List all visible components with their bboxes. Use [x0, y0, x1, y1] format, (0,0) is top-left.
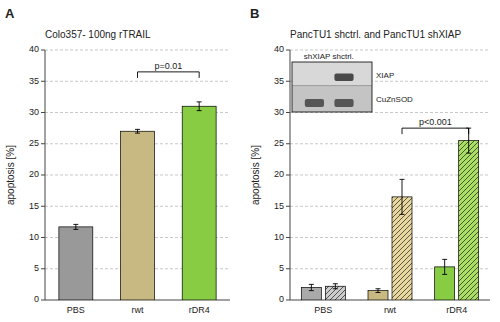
blot-row: [292, 87, 372, 112]
title: PancTU1 shctrl. and PancTU1 shXIAP: [290, 29, 462, 40]
y-axis: [290, 50, 291, 300]
error-bar: [197, 102, 202, 111]
tick-mark: [41, 206, 45, 207]
tick-mark: [41, 143, 45, 144]
tick-label: 15: [29, 201, 39, 211]
tick-mark: [286, 112, 290, 113]
blot-band: [334, 74, 353, 82]
tick-mark: [286, 237, 290, 238]
tick-label: 10: [274, 232, 284, 242]
panel: 0 5 10 15 20 25 30 35 40 apoptosis [%] PBS rwt rDR4 p…: [5, 6, 230, 315]
tick-label: 25: [29, 138, 39, 148]
category-label: rwt: [132, 305, 144, 315]
bar: [121, 131, 155, 300]
tick-label: 35: [274, 76, 284, 86]
blot-band: [305, 99, 324, 107]
category-label: PBS: [314, 305, 332, 315]
y-axis: [45, 50, 46, 300]
tick-label: 40: [29, 44, 39, 54]
grid-line: [290, 50, 490, 51]
blot-row: [292, 62, 372, 86]
blot-inset: XIAP CuZnSOD shXIAP shctrl.: [292, 52, 413, 112]
tick-label: 15: [274, 201, 284, 211]
y-axis-label: apoptosis [%]: [250, 145, 261, 205]
blot-band: [334, 99, 353, 107]
tick-label: 25: [274, 138, 284, 148]
tick-label: 40: [274, 44, 284, 54]
blot-header: shXIAP shctrl.: [304, 52, 354, 61]
bar: [459, 141, 479, 300]
bar: [182, 106, 216, 300]
tick-mark: [286, 50, 290, 51]
tick-mark: [41, 237, 45, 238]
panel-label: A: [5, 6, 15, 21]
tick-mark: [41, 50, 45, 51]
blot-frame: [292, 62, 372, 112]
annotation: p=0.01: [154, 61, 182, 71]
blot-background: [292, 62, 372, 112]
tick-label: 35: [29, 76, 39, 86]
error-bar: [333, 284, 338, 289]
tick-mark: [286, 175, 290, 176]
category-label: rwt: [384, 305, 396, 315]
error-bar: [73, 224, 78, 229]
tick-label: 20: [274, 169, 284, 179]
tick-mark: [41, 81, 45, 82]
blot-label: XIAP: [376, 71, 394, 80]
panel-label: B: [250, 6, 259, 21]
tick-label: 20: [29, 169, 39, 179]
bar-hatch: [459, 141, 479, 300]
tick-label: 5: [279, 263, 284, 273]
tick-label: 5: [34, 263, 39, 273]
marks: [301, 128, 478, 300]
tick-mark: [41, 300, 45, 301]
tick-mark: [41, 112, 45, 113]
tick-label: 10: [29, 232, 39, 242]
category-label: PBS: [67, 305, 85, 315]
tick-mark: [286, 206, 290, 207]
y-axis-label: apoptosis [%]: [5, 145, 16, 205]
tick-label: 30: [274, 107, 284, 117]
grid-line: [45, 50, 230, 51]
error-bar: [400, 179, 405, 214]
error-bar: [135, 129, 140, 133]
tick-mark: [41, 268, 45, 269]
bar: [59, 227, 93, 300]
tick-mark: [286, 300, 290, 301]
chart: 0 5 10 15 20 25 30 35 40 apoptosis [%] PBS rwt rDR4 p…: [0, 0, 500, 322]
tick-label: 0: [34, 294, 39, 304]
blot-divider: [292, 86, 372, 87]
bracket: [402, 128, 469, 134]
bracket: [138, 72, 200, 78]
tick-label: 30: [29, 107, 39, 117]
tick-label: 0: [279, 294, 284, 304]
annotation: p<0.001: [419, 117, 452, 127]
error-bar: [442, 259, 447, 274]
marks: [59, 102, 216, 300]
grid-line: [45, 81, 230, 82]
tick-mark: [286, 81, 290, 82]
title: Colo357- 100ng rTRAIL: [45, 29, 151, 40]
panel: 0 5 10 15 20 25 30 35 40 apoptosis [%] PBS rwt rDR4 p…: [250, 6, 490, 315]
blot-label: CuZnSOD: [376, 95, 413, 104]
error-bar: [309, 284, 314, 290]
tick-mark: [41, 175, 45, 176]
category-label: rDR4: [446, 305, 467, 315]
category-label: rDR4: [189, 305, 210, 315]
tick-mark: [286, 268, 290, 269]
tick-mark: [286, 143, 290, 144]
error-bar: [376, 289, 381, 293]
